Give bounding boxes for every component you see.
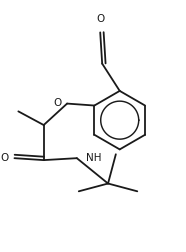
Text: O: O bbox=[53, 98, 61, 108]
Text: NH: NH bbox=[86, 153, 101, 163]
Text: O: O bbox=[96, 14, 104, 24]
Text: O: O bbox=[0, 153, 9, 163]
